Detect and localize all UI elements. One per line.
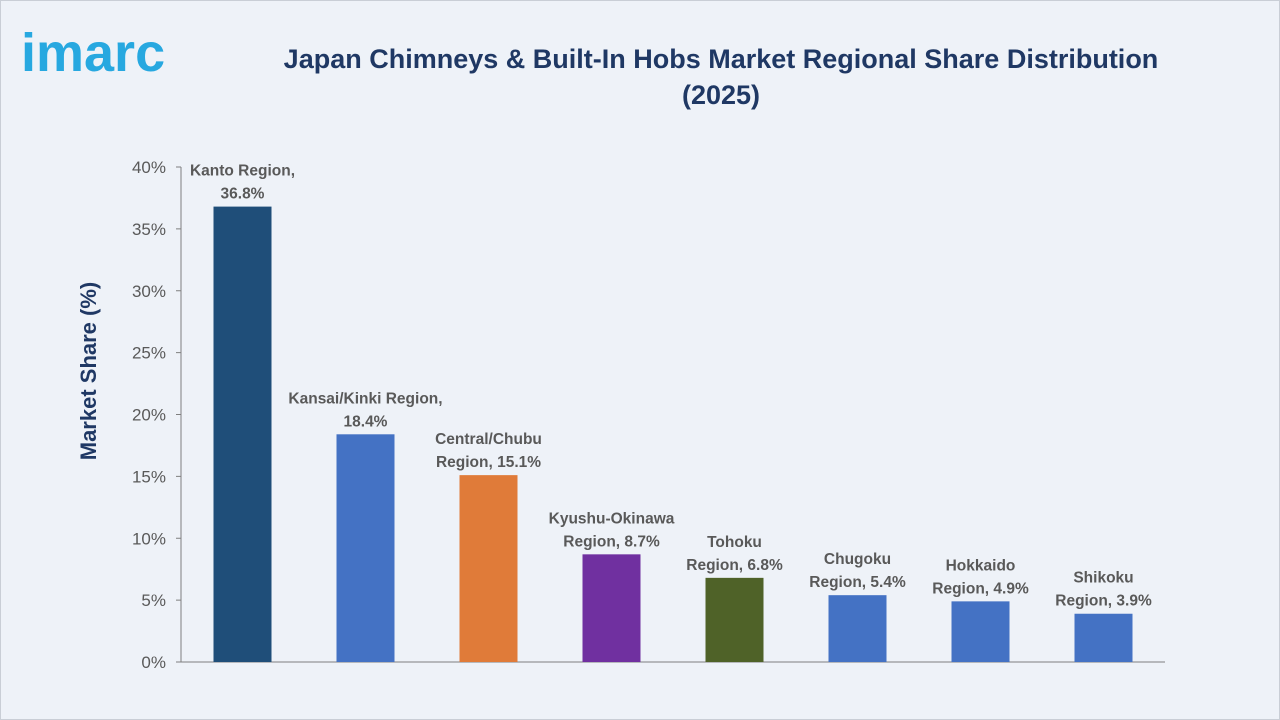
data-label: Hokkaido Region, 4.9%: [932, 557, 1029, 597]
bar: [582, 554, 641, 662]
y-tick-label: 35%: [132, 220, 166, 239]
bar: [705, 577, 764, 662]
bar: [1074, 613, 1133, 662]
y-tick-label: 0%: [141, 653, 166, 672]
data-label-line: Hokkaido: [946, 557, 1016, 574]
chart-title: Japan Chimneys & Built-In Hobs Market Re…: [283, 44, 1159, 110]
logo-text: imarc: [21, 23, 165, 81]
data-label: Central/Chubu Region, 15.1%: [435, 431, 542, 471]
bar: [828, 595, 887, 662]
y-tick-label: 25%: [132, 344, 166, 363]
y-tick-label: 5%: [141, 591, 166, 610]
data-label: Chugoku Region, 5.4%: [809, 551, 906, 591]
y-tick-label: 40%: [132, 158, 166, 177]
data-label-line: Central/Chubu: [435, 431, 542, 448]
y-tick-label: 10%: [132, 529, 166, 548]
data-label-line: Kyushu-Okinawa: [549, 510, 675, 527]
data-label-line: Region, 8.7%: [563, 533, 660, 550]
data-label-line: Region, 5.4%: [809, 574, 906, 591]
data-label: Kansai/Kinki Region, 18.4%: [288, 390, 442, 430]
data-label: Kyushu-Okinawa Region, 8.7%: [549, 510, 675, 550]
data-label: Shikoku Region, 3.9%: [1055, 570, 1152, 610]
data-label-line: Kanto Region,: [190, 163, 295, 180]
data-label-line: Tohoku: [707, 534, 762, 551]
bar: [213, 206, 272, 662]
data-label-line: 36.8%: [221, 186, 265, 203]
bar: [951, 601, 1010, 662]
y-tick-label: 20%: [132, 406, 166, 425]
y-tick-label: 30%: [132, 282, 166, 301]
bar: [336, 434, 395, 662]
data-label-line: 18.4%: [344, 413, 388, 430]
data-label-line: Chugoku: [824, 551, 891, 568]
y-tick-label: 15%: [132, 467, 166, 486]
data-label-line: Region, 4.9%: [932, 580, 1029, 597]
data-label-line: Kansai/Kinki Region,: [288, 390, 442, 407]
data-label: Kanto Region, 36.8%: [190, 163, 295, 203]
data-label-line: Region, 6.8%: [686, 557, 783, 574]
data-label-line: Region, 15.1%: [436, 454, 541, 471]
data-label: Tohoku Region, 6.8%: [686, 534, 783, 574]
bar: [459, 475, 518, 662]
data-label-line: Region, 3.9%: [1055, 593, 1152, 610]
imarc-logo: imarc: [21, 23, 165, 81]
data-label-line: Shikoku: [1073, 570, 1133, 587]
